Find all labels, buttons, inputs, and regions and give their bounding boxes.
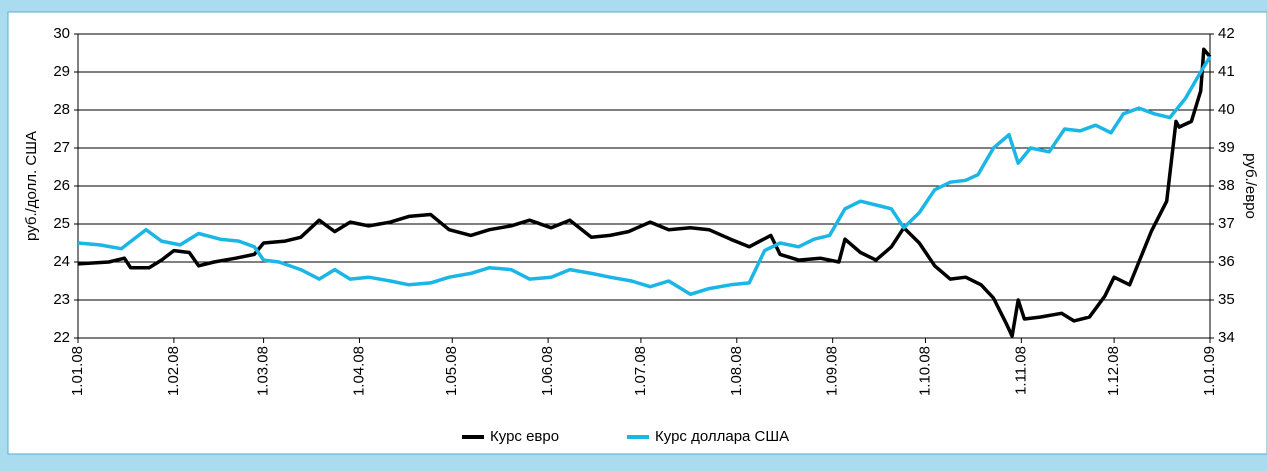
y2-tick-label: 36 xyxy=(1218,253,1235,270)
y2-tick-label: 38 xyxy=(1218,177,1235,194)
panel xyxy=(7,11,1267,455)
y2-tick-label: 42 xyxy=(1218,25,1235,42)
y-tick-label: 23 xyxy=(53,291,70,308)
x-tick-label: 1.05.08 xyxy=(443,346,460,396)
x-tick-label: 1.11.08 xyxy=(1012,346,1029,395)
x-tick-label: 1.12.08 xyxy=(1105,346,1122,396)
y2-axis-label: руб./евро xyxy=(1242,153,1259,219)
x-tick-label: 1.02.08 xyxy=(165,346,182,396)
y2-tick-label: 35 xyxy=(1218,291,1235,308)
y-tick-label: 27 xyxy=(53,139,70,156)
y2-tick-label: 37 xyxy=(1218,215,1235,232)
x-tick-label: 1.10.08 xyxy=(916,346,933,396)
x-tick-label: 1.03.08 xyxy=(255,346,272,396)
y-tick-label: 28 xyxy=(53,101,70,118)
x-tick-label: 1.01.09 xyxy=(1201,346,1218,396)
x-tick-label: 1.01.08 xyxy=(69,346,86,396)
y-axis-label: руб./долл. США xyxy=(23,131,40,241)
y2-tick-label: 39 xyxy=(1218,139,1235,156)
x-tick-label: 1.09.08 xyxy=(824,346,841,396)
y2-tick-label: 34 xyxy=(1218,329,1235,346)
y-tick-label: 30 xyxy=(53,25,70,42)
y-tick-label: 29 xyxy=(53,63,70,80)
plot-frame xyxy=(77,33,1211,339)
series-line xyxy=(77,47,1212,338)
x-tick-label: 1.06.08 xyxy=(539,346,556,396)
legend-label: Курс доллара США xyxy=(655,428,789,445)
y-tick-label: 22 xyxy=(53,329,70,346)
y2-tick-label: 41 xyxy=(1218,63,1235,80)
y-tick-label: 26 xyxy=(53,177,70,194)
x-tick-label: 1.04.08 xyxy=(350,346,367,396)
x-tick-label: 1.08.08 xyxy=(728,346,745,396)
series-line xyxy=(77,55,1212,297)
legend-label: Курс евро xyxy=(490,428,559,445)
y-tick-label: 25 xyxy=(53,215,70,232)
x-tick-label: 1.07.08 xyxy=(632,346,649,396)
y-tick-label: 24 xyxy=(53,253,70,270)
y2-tick-label: 40 xyxy=(1218,101,1235,118)
